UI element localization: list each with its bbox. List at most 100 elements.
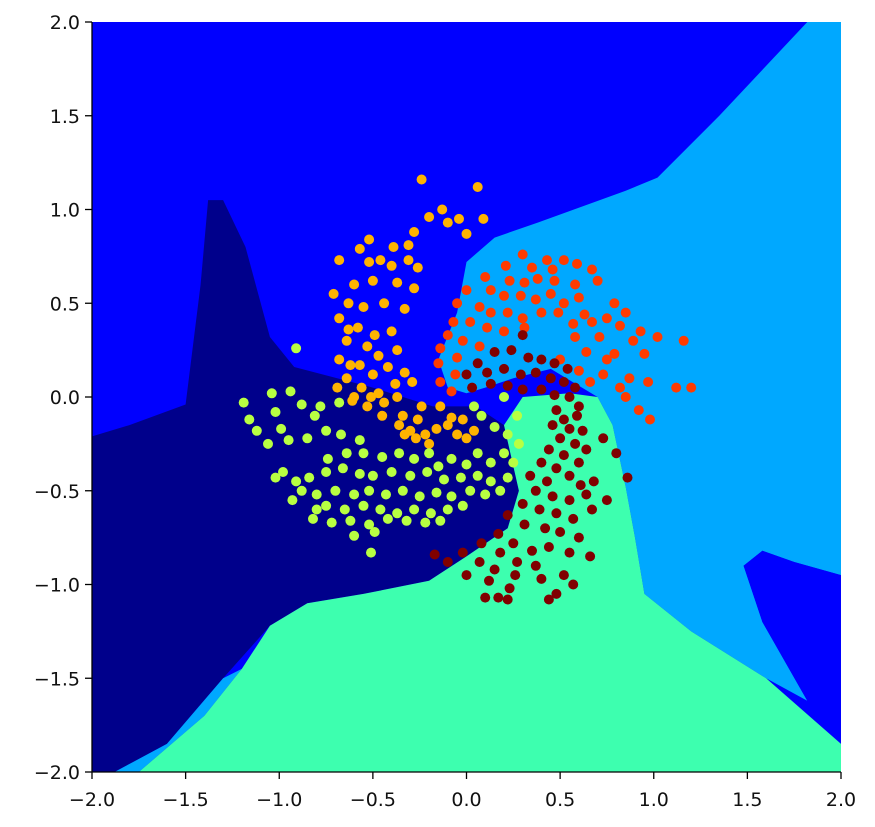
data-point (377, 410, 388, 421)
data-point (480, 489, 491, 500)
data-point (304, 472, 315, 483)
data-point (601, 313, 612, 324)
data-point (276, 423, 287, 434)
data-point (345, 360, 356, 371)
data-point (388, 242, 399, 252)
data-point (412, 414, 423, 425)
data-point (609, 348, 620, 359)
data-point (358, 500, 369, 511)
data-point (558, 255, 569, 266)
data-point (386, 326, 397, 337)
data-point (457, 547, 468, 558)
data-point (502, 307, 513, 318)
data-point (558, 377, 569, 387)
data-point (435, 343, 446, 354)
data-point (461, 285, 472, 296)
data-point (551, 508, 562, 519)
data-point (489, 422, 500, 432)
data-point (577, 425, 588, 436)
data-point (452, 429, 463, 440)
data-point (536, 573, 547, 584)
data-point (457, 335, 468, 346)
data-point (545, 288, 556, 299)
data-point (635, 326, 646, 337)
x-tick-label: −1.0 (256, 789, 302, 811)
data-point (504, 583, 515, 594)
data-point (615, 382, 625, 393)
data-point (433, 461, 444, 472)
data-point (349, 530, 360, 541)
data-point (633, 405, 644, 416)
data-point (397, 485, 408, 496)
data-point (504, 275, 515, 286)
series-0 (328, 174, 489, 449)
data-point (474, 341, 485, 352)
data-point (343, 324, 354, 335)
data-point (339, 504, 350, 515)
data-point (628, 335, 639, 346)
x-tick-label: −1.5 (163, 789, 209, 811)
data-point (551, 463, 562, 474)
data-point (341, 373, 352, 384)
data-point (354, 360, 365, 371)
data-point (570, 332, 581, 342)
data-point (452, 352, 463, 363)
data-point (502, 594, 513, 605)
data-point (517, 330, 528, 341)
data-point (530, 485, 541, 496)
data-point (517, 498, 528, 509)
data-point (598, 433, 609, 444)
data-point (502, 472, 513, 483)
data-point (461, 228, 472, 239)
y-tick-label: 0.0 (50, 387, 80, 409)
data-point (671, 382, 682, 393)
data-point (420, 517, 431, 528)
data-point (564, 495, 575, 506)
data-point (573, 365, 584, 376)
data-point (527, 545, 537, 556)
data-point (545, 373, 556, 384)
data-point (493, 592, 504, 603)
data-point (536, 384, 547, 395)
data-point (337, 463, 348, 474)
data-point (573, 457, 584, 468)
data-point (558, 450, 569, 461)
data-point (515, 290, 526, 301)
data-point (296, 485, 307, 496)
data-point (540, 523, 551, 534)
data-point (442, 217, 453, 228)
data-point (457, 414, 468, 425)
data-point (517, 249, 528, 260)
data-point (394, 448, 405, 459)
y-tick-label: −1.0 (34, 575, 80, 597)
decision-regions (92, 22, 841, 772)
data-point (592, 275, 603, 286)
data-point (341, 448, 352, 459)
data-point (542, 255, 552, 266)
data-point (502, 429, 513, 440)
data-point (562, 363, 573, 374)
data-point (536, 457, 547, 468)
data-point (446, 453, 457, 464)
data-point (489, 347, 500, 357)
data-point (452, 298, 463, 309)
data-point (517, 384, 528, 395)
data-point (517, 313, 528, 324)
data-point (386, 467, 397, 477)
x-tick-label: 2.0 (826, 789, 856, 811)
data-point (435, 515, 446, 526)
data-point (587, 504, 597, 515)
data-point (536, 354, 547, 365)
data-point (424, 438, 435, 449)
data-point (343, 298, 354, 309)
data-point (572, 410, 582, 421)
data-point (373, 388, 384, 399)
region-1 (438, 22, 841, 701)
data-point (493, 528, 504, 539)
data-point (585, 377, 596, 387)
data-point (543, 594, 554, 605)
data-point (499, 363, 509, 374)
data-point (287, 495, 298, 506)
data-point (446, 491, 457, 502)
